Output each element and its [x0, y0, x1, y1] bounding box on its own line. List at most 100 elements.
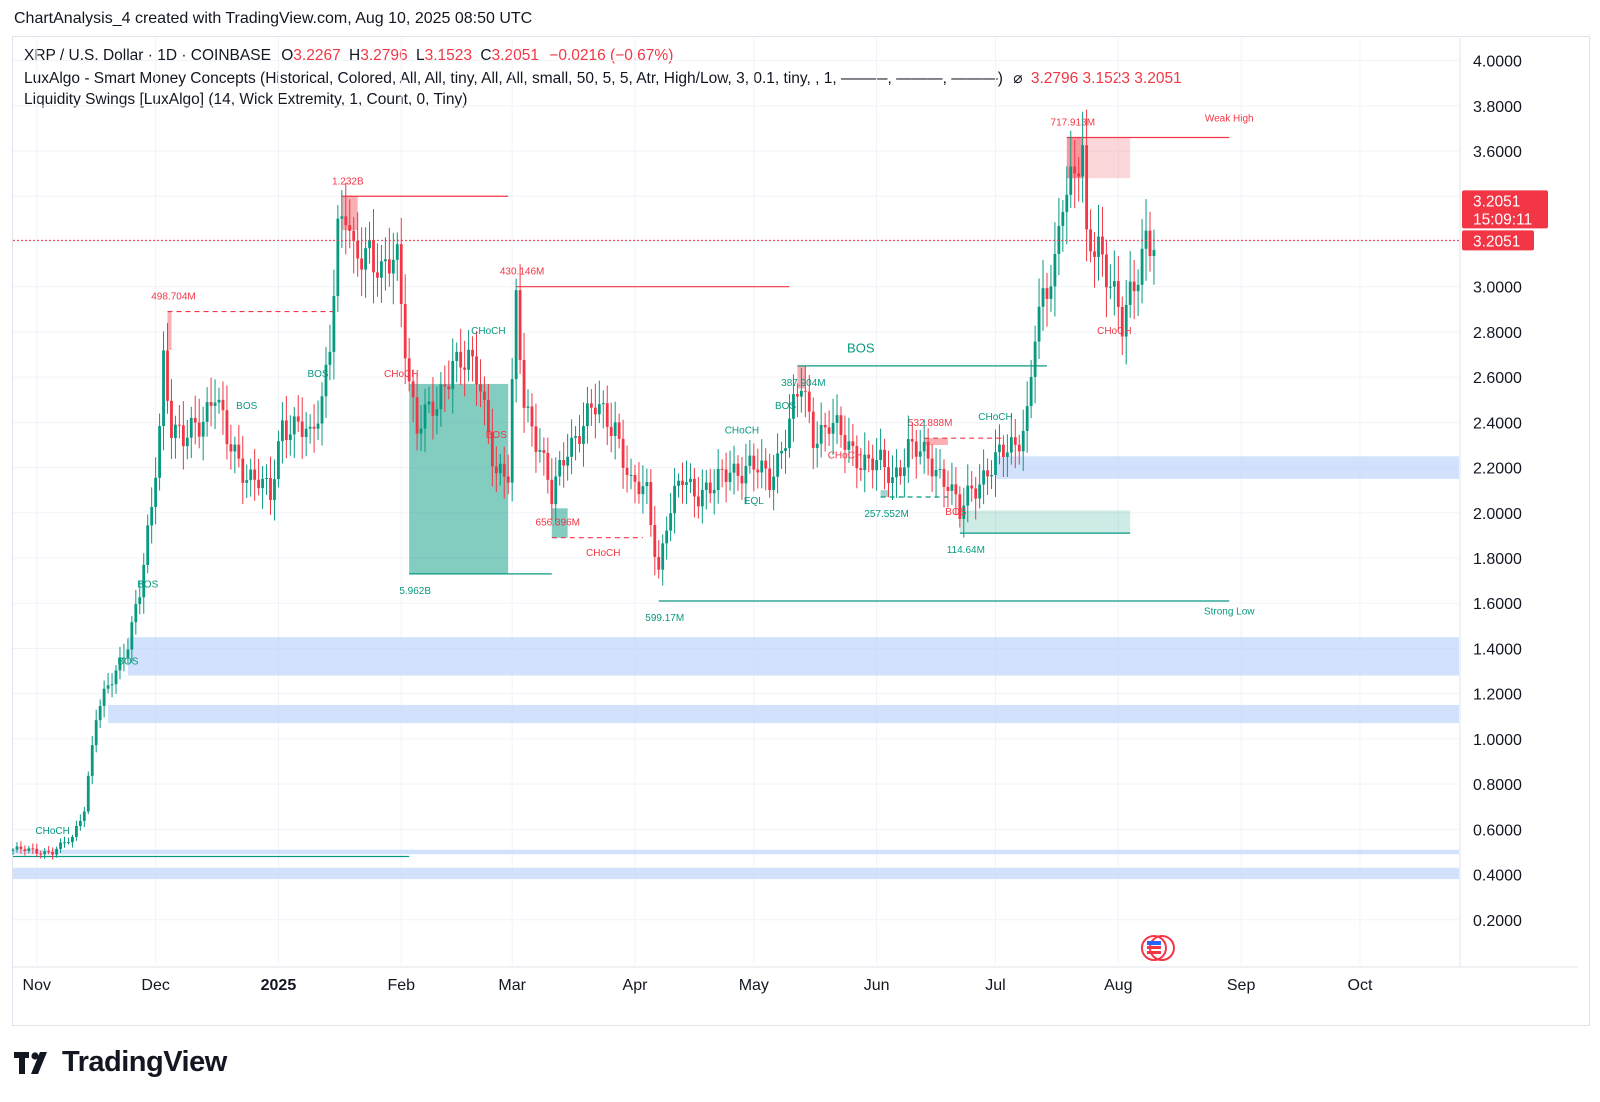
- candle-body: [847, 441, 851, 450]
- candle-body: [665, 530, 669, 544]
- candle-body: [978, 484, 982, 499]
- candle-body: [760, 460, 764, 473]
- candle-body: [1061, 212, 1065, 226]
- candle-body: [114, 670, 118, 685]
- candle-body: [637, 481, 641, 495]
- structure-label: BOS: [236, 401, 257, 412]
- candle-body: [486, 399, 490, 433]
- candle-body: [138, 597, 142, 605]
- candle-body: [451, 360, 455, 390]
- candle-body: [930, 458, 934, 477]
- candle-body: [340, 216, 344, 219]
- candle-body: [415, 397, 419, 434]
- candle-body: [827, 427, 831, 434]
- candle-body: [566, 456, 570, 466]
- candle-body: [974, 488, 978, 499]
- candle-body: [475, 356, 478, 385]
- candle-body: [90, 745, 94, 776]
- candle-body: [570, 437, 573, 457]
- candle-body: [855, 446, 859, 469]
- candle-body: [1009, 437, 1013, 453]
- candle-body: [431, 401, 435, 416]
- candle-body: [562, 460, 566, 466]
- candle-body: [700, 489, 704, 507]
- candle-body: [185, 437, 189, 447]
- candle-body: [134, 604, 138, 623]
- candle-body: [170, 400, 173, 439]
- x-tick-label: May: [739, 977, 769, 994]
- candle-body: [605, 403, 609, 427]
- price-tag-box[interactable]: [1462, 190, 1548, 229]
- us-flag-icon: [1146, 941, 1161, 945]
- candle-body: [720, 468, 724, 470]
- x-tick-label: Feb: [387, 977, 415, 994]
- candle-body: [625, 467, 629, 476]
- candle-body: [1085, 145, 1089, 230]
- candle-body: [578, 436, 581, 444]
- candle-body: [1128, 281, 1132, 305]
- price-tag-box-2[interactable]: [1462, 230, 1534, 251]
- tradingview-logo[interactable]: TradingView: [14, 1046, 227, 1079]
- candle-body: [1005, 452, 1009, 457]
- low-label: L: [415, 47, 425, 64]
- candle-body: [332, 296, 336, 352]
- candle-body: [918, 451, 922, 457]
- candle-body: [336, 218, 340, 297]
- candle-body: [582, 426, 585, 444]
- candle-body: [902, 467, 906, 477]
- candle-body: [328, 351, 332, 365]
- candle-body: [831, 422, 835, 434]
- candle-body: [419, 428, 423, 434]
- candle-body: [364, 248, 367, 270]
- candle-body: [772, 476, 776, 491]
- candle-body: [27, 848, 31, 851]
- candle-body: [300, 421, 304, 437]
- us-flag-icon: [1146, 946, 1161, 949]
- candle-body: [962, 505, 966, 519]
- candle-body: [530, 406, 534, 427]
- x-tick-label: Jun: [864, 977, 890, 994]
- y-tick-label: 2.6000: [1473, 370, 1522, 387]
- candle-body: [55, 848, 58, 855]
- indicator-legend-liquidity[interactable]: Liquidity Swings [LuxAlgo] (14, Wick Ext…: [24, 91, 467, 109]
- candle-body: [518, 290, 522, 360]
- candle-body: [479, 384, 482, 392]
- candle-body: [376, 272, 379, 278]
- structure-label: Weak High: [1205, 114, 1254, 125]
- candle-body: [732, 463, 736, 473]
- candle-body: [906, 439, 910, 468]
- candle-body: [150, 506, 154, 526]
- candle-body: [554, 476, 558, 505]
- x-tick-label: Dec: [141, 977, 169, 994]
- liquidity-zone: [108, 704, 1459, 724]
- candle-body: [994, 452, 997, 475]
- candle-body: [229, 444, 233, 452]
- candle-body: [403, 304, 407, 359]
- open-value: 3.2267: [293, 47, 341, 64]
- candle-body: [11, 849, 15, 851]
- symbol-legend[interactable]: XRP / U.S. Dollar · 1D · COINBASE O3.226…: [24, 47, 673, 65]
- candle-body: [590, 403, 593, 408]
- liquidity-zone: [13, 849, 1459, 855]
- candle-body: [1105, 254, 1108, 288]
- indicator-hide-icon[interactable]: ⌀: [1013, 70, 1023, 87]
- candle-body: [122, 657, 126, 659]
- candle-body: [288, 434, 292, 441]
- candle-body: [19, 846, 23, 850]
- candle-body: [86, 775, 90, 812]
- candle-body: [35, 848, 39, 854]
- candle-body: [1093, 251, 1096, 257]
- candle-body: [391, 259, 395, 274]
- candle-body: [574, 436, 577, 438]
- candle-body: [1002, 444, 1005, 457]
- candle-body: [752, 455, 756, 470]
- candle-body: [395, 244, 399, 260]
- price-tag-value: 3.2051: [1473, 193, 1520, 210]
- candle-body: [1124, 304, 1128, 337]
- candle-body: [467, 349, 470, 370]
- chart-frame[interactable]: [12, 36, 1590, 1026]
- structure-label: EQL: [744, 496, 764, 507]
- candle-body: [514, 290, 518, 380]
- indicator-legend-smc[interactable]: LuxAlgo - Smart Money Concepts (Historic…: [24, 69, 1182, 88]
